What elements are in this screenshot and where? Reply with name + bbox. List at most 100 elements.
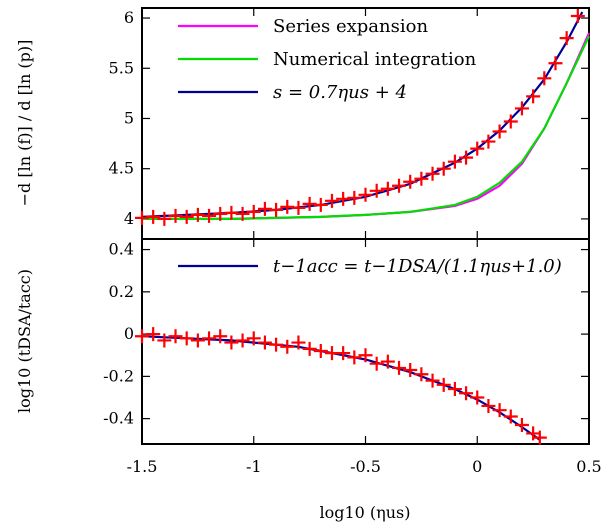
data-marker (492, 403, 507, 418)
data-marker (403, 363, 418, 378)
y-tick-label: 4.5 (109, 159, 134, 178)
bottom-panel: 0.4 0.2 0 -0.2 -0.4 -1.5 -1 -0.5 0 0.5 log10 (tD… (15, 238, 602, 522)
series-line (141, 335, 541, 441)
data-marker (280, 339, 295, 354)
data-marker (514, 101, 529, 116)
y-tick-label: 0.4 (109, 240, 134, 259)
data-marker (380, 354, 395, 369)
bottom-legend: t−1acc = t−1DSA/(1.1ηus+1.0) (178, 256, 562, 277)
legend-label: t−1acc = t−1DSA/(1.1ηus+1.0) (273, 256, 562, 277)
data-marker (369, 183, 384, 198)
data-marker (302, 341, 317, 356)
series-line (141, 11, 584, 218)
data-marker (269, 337, 284, 352)
y-tick-label: 6 (124, 8, 134, 27)
data-marker (179, 331, 194, 346)
data-marker (514, 417, 529, 432)
data-marker (347, 350, 362, 365)
bottom-y-axis-label: log10 (tDSA/tacc) (15, 269, 34, 413)
data-marker (392, 360, 407, 375)
y-tick-label: 4 (124, 209, 134, 228)
data-marker (157, 211, 172, 226)
data-marker (459, 386, 474, 401)
data-marker (532, 430, 547, 445)
y-tick-label: 5 (124, 108, 134, 127)
y-tick-label: -0.4 (103, 409, 134, 428)
data-marker (347, 190, 362, 205)
data-marker (503, 409, 518, 424)
data-marker (369, 356, 384, 371)
data-marker (459, 150, 474, 165)
data-marker (548, 56, 563, 71)
data-marker (324, 193, 339, 208)
data-marker (470, 390, 485, 405)
data-marker (425, 166, 440, 181)
top-plot-frame (141, 7, 590, 240)
data-marker (313, 344, 328, 359)
data-marker (190, 333, 205, 348)
data-marker (202, 331, 217, 346)
data-marker (168, 329, 183, 344)
x-tick-label: 0.5 (576, 457, 601, 476)
bottom-markers (135, 327, 547, 445)
data-marker (224, 335, 239, 350)
data-marker (403, 174, 418, 189)
series-line (142, 35, 590, 220)
y-tick-label: 0 (124, 324, 134, 343)
data-marker (436, 161, 451, 176)
top-y-axis-label: −d [ln (f)] / d [ln (p)] (15, 40, 34, 207)
x-tick-label: 0 (472, 457, 482, 476)
top-markers (135, 9, 585, 226)
data-marker (179, 209, 194, 224)
x-axis-label: log10 (ηus) (319, 503, 410, 522)
data-marker (213, 329, 228, 344)
legend-label: s = 0.7ηus + 4 (273, 82, 407, 103)
data-marker (235, 206, 250, 221)
data-marker (336, 346, 351, 361)
data-marker (570, 9, 585, 24)
data-marker (470, 141, 485, 156)
top-legend: Series expansion Numerical integration s =… (178, 16, 477, 103)
data-marker (503, 114, 518, 129)
bottom-series (141, 335, 541, 441)
x-tick-labels: -1.5 -1 -0.5 0 0.5 (127, 457, 602, 476)
y-tick-label: -0.2 (103, 366, 134, 385)
top-panel: 4 4.5 5 5.5 6 −d [ln (f)] / d [ln (p)] Serie… (15, 7, 591, 240)
top-y-tick-labels: 4 4.5 5 5.5 6 (109, 8, 134, 228)
data-marker (291, 200, 306, 215)
legend-label: Series expansion (273, 16, 428, 37)
legend-label: Numerical integration (273, 49, 477, 70)
data-marker (425, 373, 440, 388)
data-marker (447, 382, 462, 397)
data-marker (559, 31, 574, 46)
data-marker (146, 327, 161, 342)
data-marker (392, 178, 407, 193)
data-marker (414, 367, 429, 382)
data-marker (235, 333, 250, 348)
x-tick-label: -1 (246, 457, 262, 476)
data-marker (492, 124, 507, 139)
data-marker (481, 134, 496, 149)
data-marker (526, 89, 541, 104)
data-marker (436, 377, 451, 392)
bottom-y-tick-labels: 0.4 0.2 0 -0.2 -0.4 (103, 240, 134, 428)
y-tick-label: 0.2 (109, 282, 134, 301)
data-marker (246, 331, 261, 346)
data-marker (358, 187, 373, 202)
data-marker (157, 333, 172, 348)
top-ticks (141, 8, 590, 239)
bottom-ticks (141, 239, 590, 444)
data-marker (380, 181, 395, 196)
data-marker (291, 335, 306, 350)
data-marker (202, 208, 217, 223)
data-marker (269, 202, 284, 217)
data-marker (447, 154, 462, 169)
data-marker (414, 171, 429, 186)
data-marker (358, 348, 373, 363)
data-marker (146, 209, 161, 224)
data-marker (481, 398, 496, 413)
data-marker (313, 197, 328, 212)
data-marker (246, 204, 261, 219)
data-marker (135, 329, 149, 344)
